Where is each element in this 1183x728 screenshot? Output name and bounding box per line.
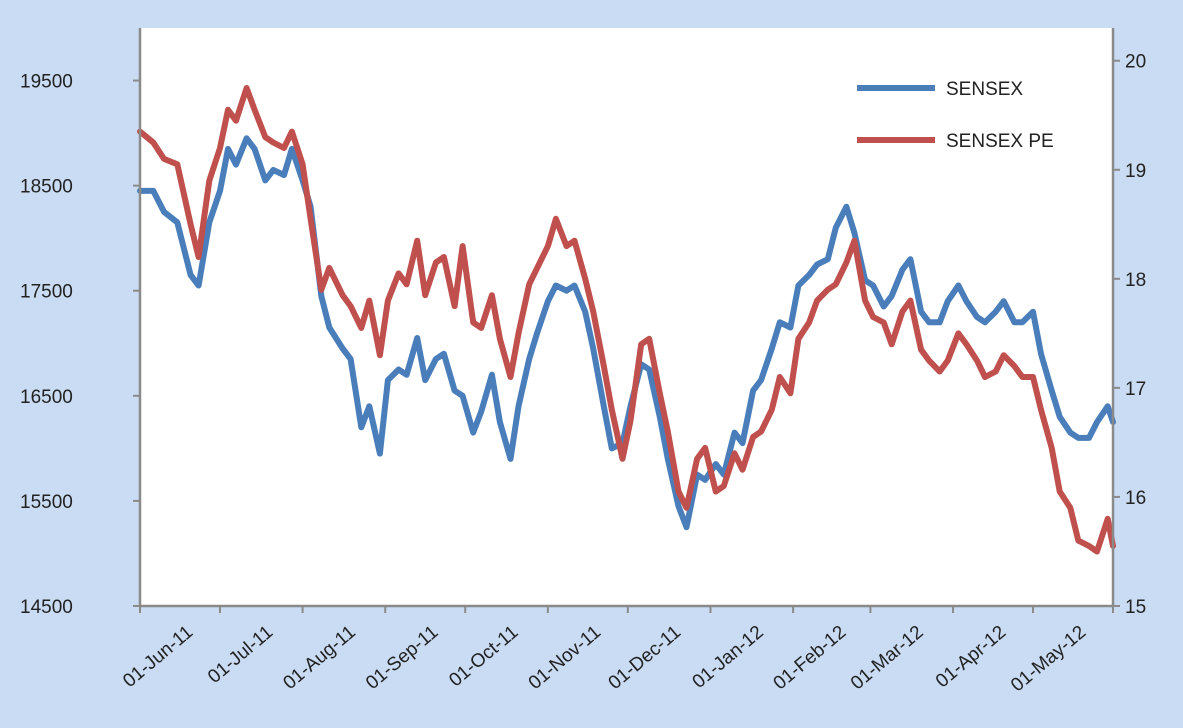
series-lines	[137, 85, 1116, 555]
x-tick-label: 01-Apr-12	[932, 622, 1010, 692]
y-left-tick-label: 16500	[20, 387, 73, 408]
y-left-tick-label: 18500	[20, 177, 73, 198]
x-tick-label: 01-Sep-11	[362, 622, 442, 694]
x-tick-label: 01-Jul-11	[204, 622, 277, 688]
y-left-tick-label: 17500	[20, 282, 73, 303]
y-right-tick-label: 17	[1125, 379, 1146, 400]
x-tick-label: 01-Aug-11	[279, 622, 359, 694]
y-right-tick-label: 16	[1125, 488, 1146, 509]
plot-area	[140, 28, 1113, 606]
series-line-sensex-pe	[137, 85, 1116, 555]
x-tick-label: 01-Jan-12	[689, 622, 768, 693]
y-left-tick-label: 19500	[20, 72, 73, 93]
legend-label: SENSEX	[946, 79, 1023, 100]
x-tick-label: 01-Jun-11	[119, 622, 197, 692]
x-tick-label: 01-Oct-11	[445, 622, 522, 691]
x-tick-label: 01-Mar-12	[847, 622, 928, 694]
x-tick-label: 01-Feb-12	[770, 622, 851, 694]
y-right-tick-label: 15	[1125, 597, 1146, 618]
y-left-tick-label: 15500	[20, 492, 73, 513]
y-right-tick-label: 20	[1125, 52, 1146, 73]
y-right-tick-label: 19	[1125, 161, 1146, 182]
x-tick-label: 01-Nov-11	[525, 622, 605, 694]
x-tick-label: 01-May-12	[1007, 622, 1090, 696]
y-right-tick-label: 18	[1125, 270, 1146, 291]
x-tick-label: 01-Dec-11	[605, 622, 685, 694]
legend-label: SENSEX PE	[946, 131, 1054, 152]
legend: SENSEX SENSEX PE	[857, 79, 1054, 152]
y-left-tick-label: 14500	[20, 597, 73, 618]
